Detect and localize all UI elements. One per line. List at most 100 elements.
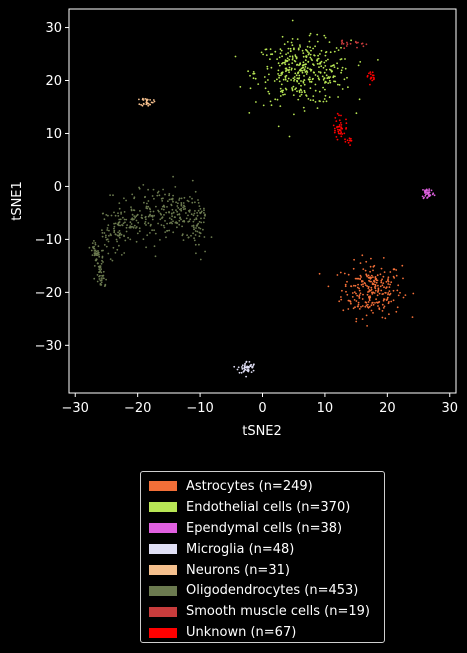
data-point [198,220,201,223]
data-point [286,41,289,43]
data-point [98,271,100,273]
data-point [101,232,104,234]
data-point [153,197,155,200]
data-point [283,43,286,46]
data-point [251,366,254,369]
data-point [334,117,337,119]
data-point [273,80,276,82]
data-point [241,366,243,368]
data-point [265,54,268,56]
data-point [298,64,300,67]
data-point [109,258,112,260]
legend-label: Endothelial cells (n=370) [186,499,351,515]
data-point [338,84,341,86]
data-point [95,250,98,253]
data-point [325,68,328,71]
data-point [233,365,236,368]
data-point [336,62,338,65]
data-point [282,78,285,81]
data-point [290,79,292,81]
data-point [194,210,196,212]
data-point [308,52,310,54]
data-point [309,56,312,59]
data-point [347,308,350,310]
data-point [168,194,171,197]
data-point [129,226,132,229]
data-point [383,298,385,300]
data-point [327,82,330,84]
data-point [309,53,312,56]
x-tick-label: 10 [317,401,334,416]
data-point [362,268,365,270]
data-point [356,286,359,289]
data-point [392,275,395,278]
data-point [252,77,255,80]
data-point [304,71,307,73]
data-point [293,78,296,81]
data-point [164,220,166,222]
data-point [352,307,355,310]
data-point [368,299,371,302]
data-point [381,293,384,295]
data-point [333,127,336,130]
data-point [113,225,116,228]
data-point [178,219,181,222]
data-point [268,73,270,76]
data-point [309,78,311,81]
data-point [284,93,286,96]
data-point [281,55,283,58]
data-point [291,19,294,22]
data-point [199,208,202,210]
data-point [337,96,339,98]
data-point [384,317,387,320]
data-point [350,39,352,42]
legend-label: Microglia (n=48) [186,541,295,557]
data-point [344,67,347,70]
data-point [163,226,166,229]
x-axis-ticks: −30 −20 −10 0 10 20 30 [62,393,458,416]
data-point [142,238,145,241]
data-point [187,214,189,217]
data-point [176,226,178,229]
data-point [294,72,297,75]
data-point [349,300,352,303]
data-point [360,283,363,286]
data-point [291,57,294,59]
data-point [113,229,116,232]
data-point [196,212,199,214]
data-point [343,78,346,81]
data-point [238,371,241,374]
data-point [143,222,146,225]
data-point [160,208,163,210]
data-point [318,66,320,68]
data-point [296,38,299,40]
data-point [355,320,358,323]
data-point [252,71,255,73]
data-point [337,130,340,133]
data-point [366,74,369,77]
data-point [141,217,144,220]
data-point [299,95,301,97]
data-point [349,139,352,142]
data-point [149,208,152,211]
data-point [372,303,375,306]
data-point [284,63,287,66]
data-point [422,189,424,191]
data-point [397,284,400,287]
data-point [374,302,376,304]
data-point [318,63,321,65]
data-point [344,140,347,143]
data-point [353,291,356,293]
data-point [246,366,248,369]
data-point [255,101,257,103]
data-point [281,35,284,38]
data-point [245,375,248,378]
data-point [100,262,103,265]
data-point [424,194,427,197]
data-point [312,95,315,97]
data-point [340,298,343,301]
legend-item: Unknown (n=67) [149,622,376,643]
data-point [116,248,119,251]
data-point [179,216,182,219]
data-point [192,214,195,217]
